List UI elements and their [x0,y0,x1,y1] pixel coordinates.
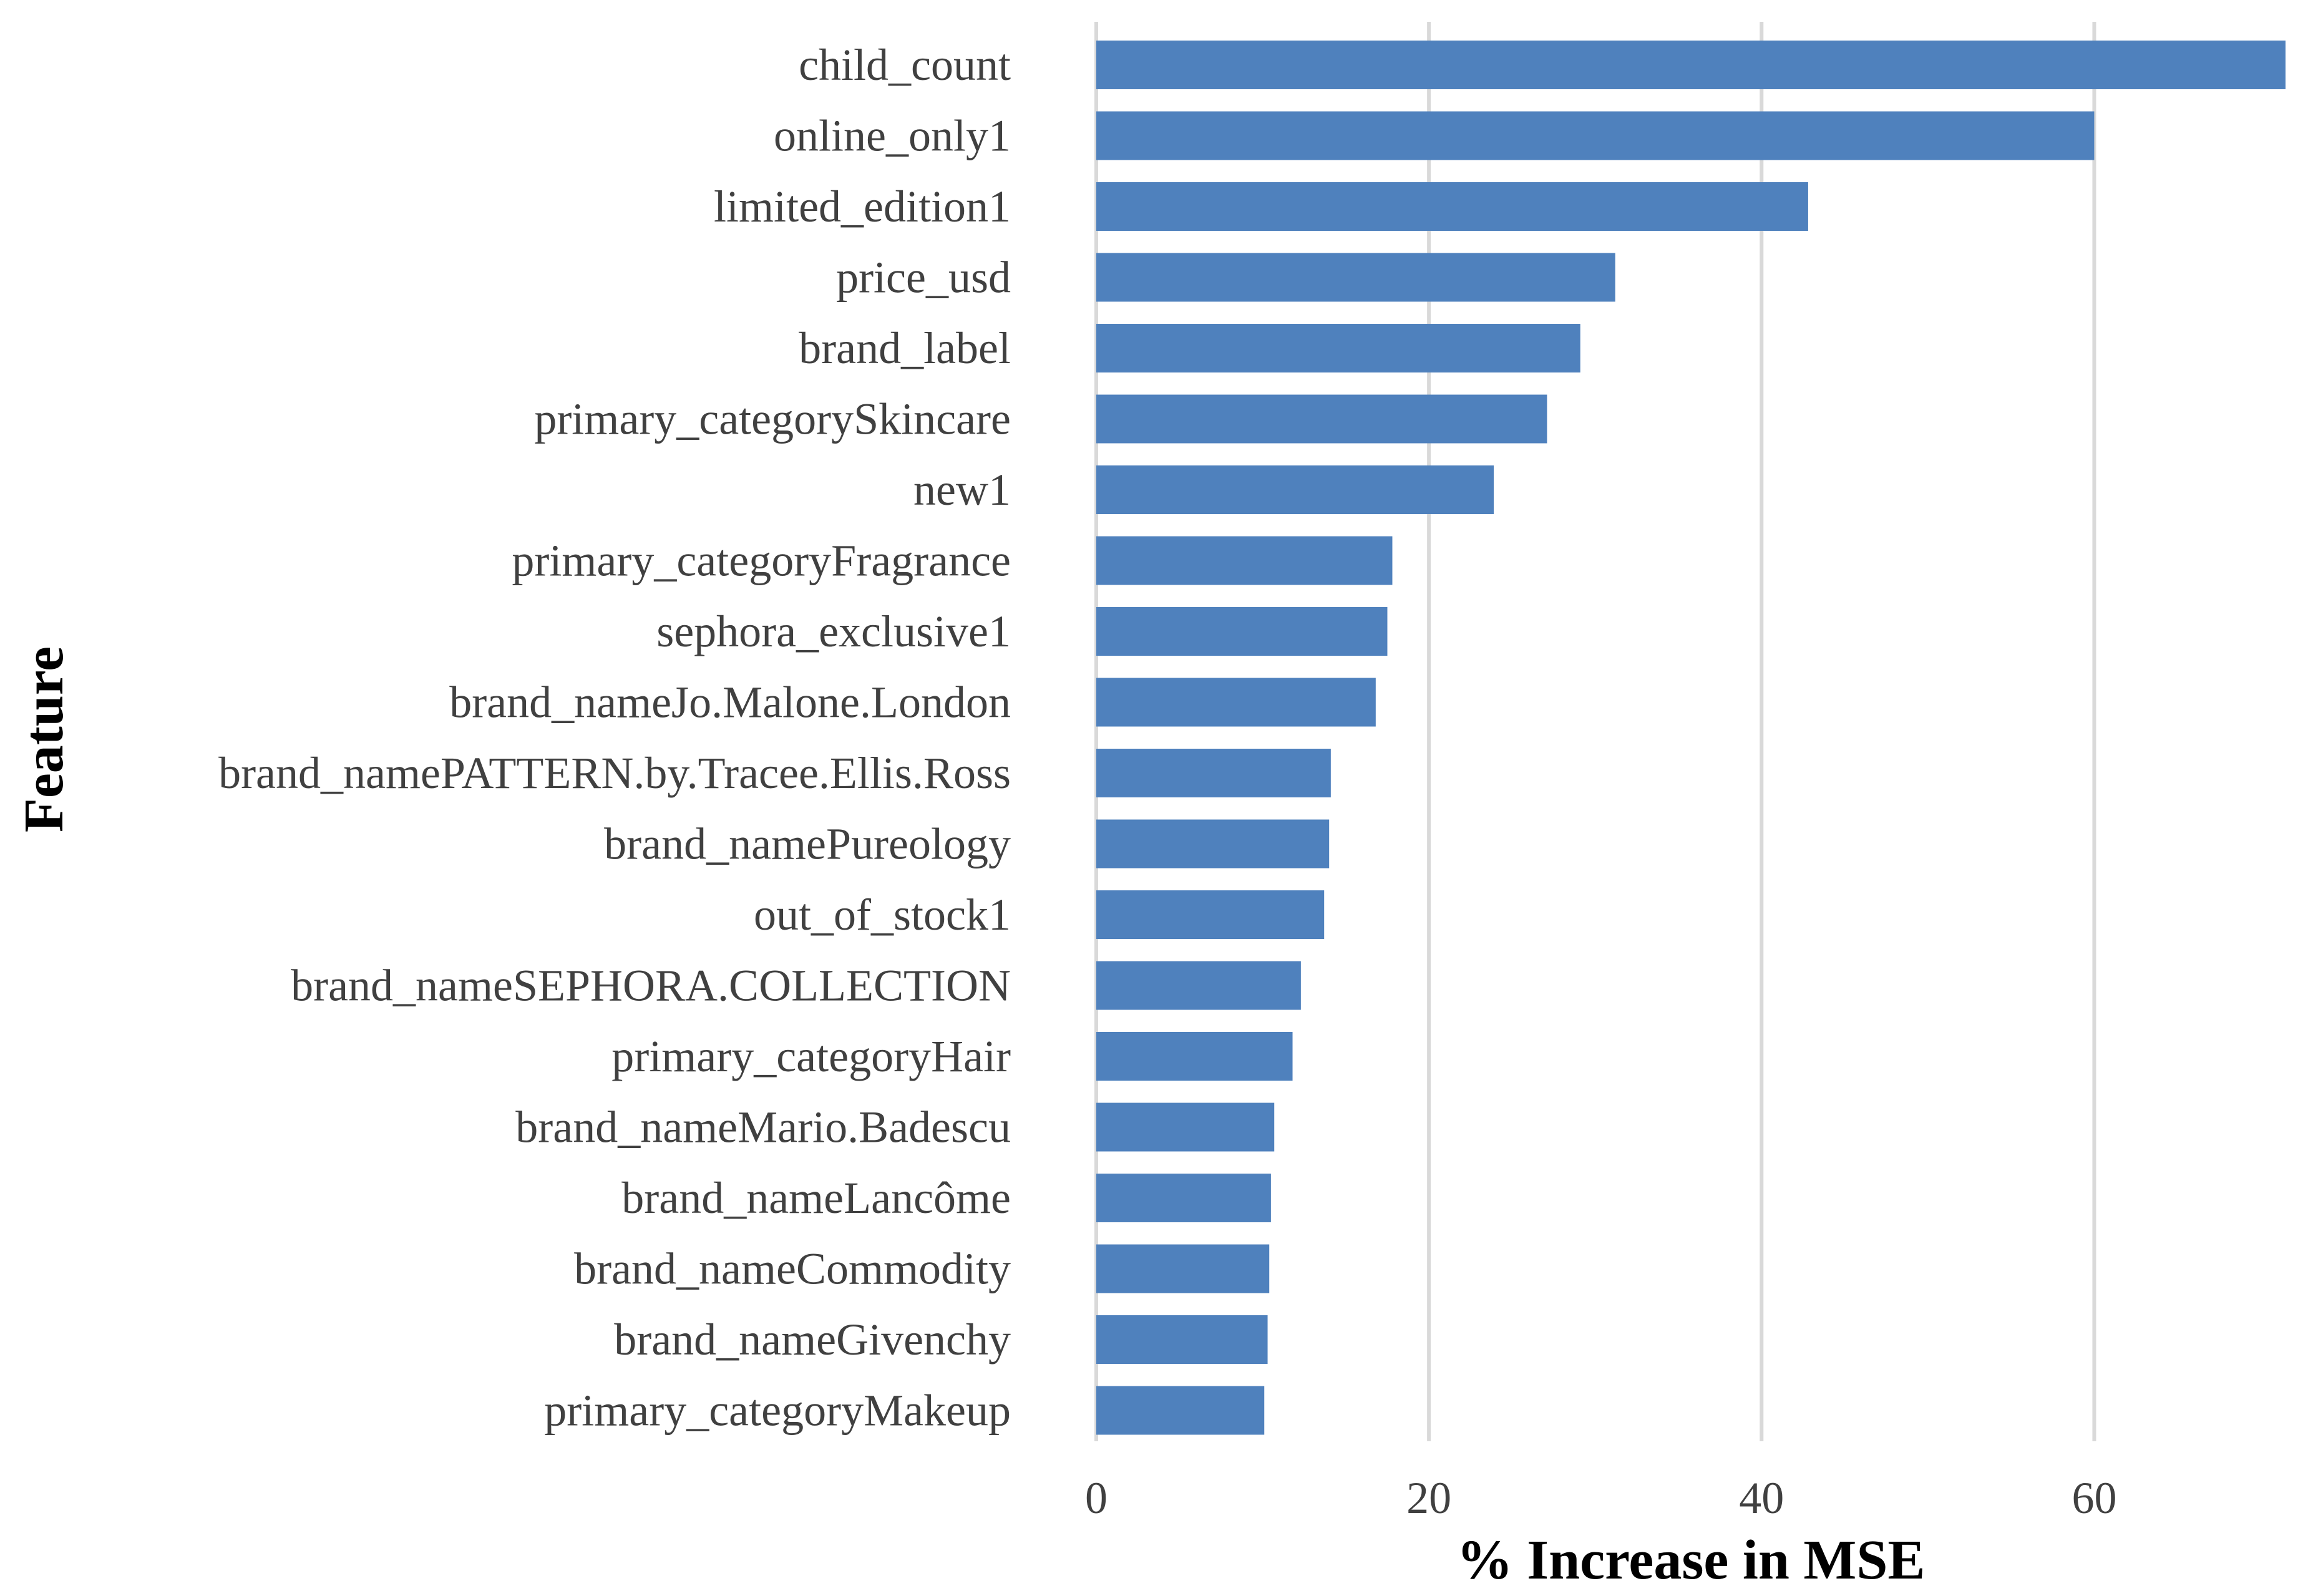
bar [1096,253,1615,302]
category-label: brand_nameLancôme [621,1173,1011,1223]
category-label: online_only1 [774,111,1011,161]
category-label: limited_edition1 [714,182,1011,231]
bar [1096,749,1331,797]
bars [1096,41,2286,1435]
category-label: brand_label [799,323,1011,373]
bar [1096,1244,1270,1293]
y-axis-title: Feature [13,646,75,832]
bar [1096,111,2095,160]
x-tick-label: 60 [2072,1473,2116,1523]
bar [1096,961,1301,1010]
category-label: brand_nameSEPHORA.COLLECTION [291,961,1011,1011]
bar [1096,1102,1275,1152]
category-label: primary_categoryHair [611,1031,1011,1081]
category-label: brand_nameJo.Malone.London [449,678,1011,727]
bar [1096,678,1376,727]
bar [1096,394,1547,444]
category-labels: child_count online_only1 limited_edition1p… [218,40,1011,1436]
bar [1096,1315,1268,1364]
bar [1096,607,1388,656]
category-label: primary_categorySkincare [534,394,1011,444]
bar [1096,182,1808,231]
category-label: primary_categoryMakeup [544,1386,1011,1436]
bar [1096,1386,1265,1435]
category-label: sephora_exclusive1 [656,606,1011,656]
bar [1096,465,1494,514]
bar [1096,1174,1271,1222]
x-tick-labels: 0 20 40 60 [1085,1473,2116,1523]
category-label: primary_categoryFragrance [512,536,1011,586]
category-label: brand_namePureology [604,819,1011,869]
x-tick-label: 40 [1739,1473,1784,1523]
bar [1096,890,1325,939]
category-label: brand_nameGivenchy [614,1315,1011,1365]
bar [1096,536,1393,585]
category-label: brand_namePATTERN.by.Tracee.Ellis.Ross [218,748,1011,798]
bar [1096,1032,1293,1081]
bar [1096,324,1580,372]
category-label: brand_nameMario.Badescu [515,1102,1011,1152]
bar [1096,819,1330,869]
bar [1096,41,2286,89]
category-label: brand_nameCommodity [574,1244,1011,1294]
x-axis-title: % Increase in MSE [1457,1529,1926,1591]
x-tick-label: 20 [1406,1473,1451,1523]
category-label: price_usd [836,253,1011,303]
category-label: child_count [799,40,1011,90]
category-label: out_of_stock1 [754,890,1011,940]
gridlines [1094,22,2096,1441]
category-label: new1 [913,465,1011,515]
x-tick-label: 0 [1085,1473,1108,1523]
